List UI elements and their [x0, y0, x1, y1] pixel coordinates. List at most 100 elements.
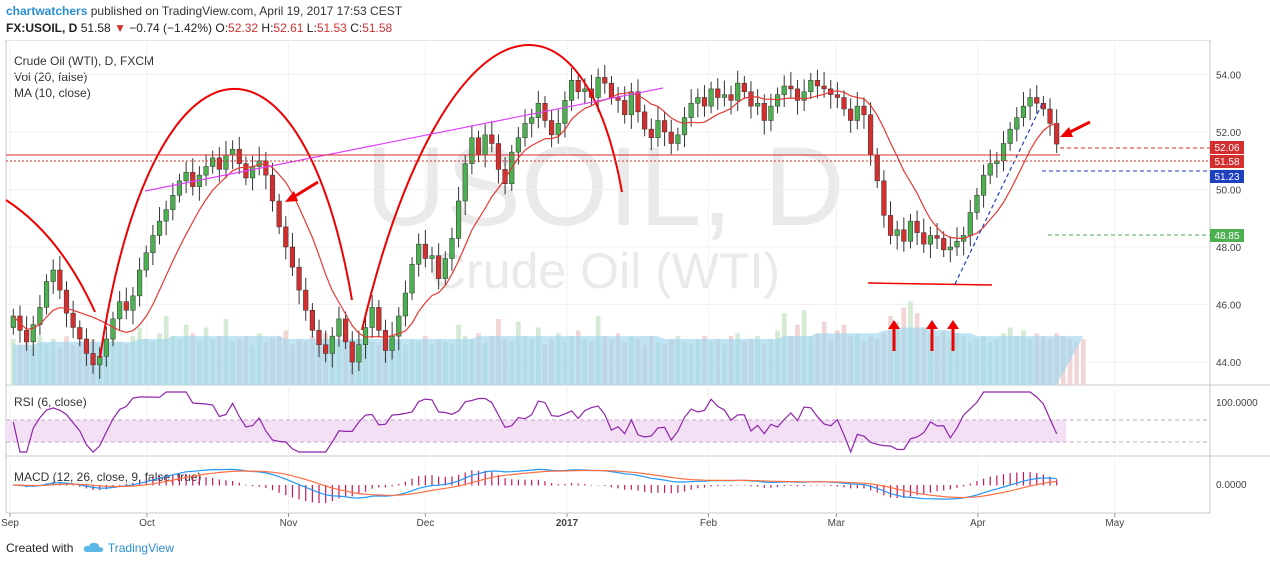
svg-text:48.85: 48.85 — [1214, 231, 1239, 242]
candle-body — [396, 315, 402, 337]
time-tick-label: Oct — [139, 518, 155, 529]
candle-body — [323, 344, 329, 354]
candles — [10, 65, 1060, 379]
close-value: 51.58 — [362, 21, 393, 35]
candle-body — [482, 134, 488, 156]
last-price: 51.58 — [80, 21, 111, 35]
candle-body — [708, 88, 714, 107]
svg-text:51.58: 51.58 — [1214, 157, 1239, 168]
price-change: −0.74 (−1.42%) — [129, 21, 213, 35]
rsi-label[interactable]: RSI (6, close) — [14, 395, 87, 409]
volume-bar — [1074, 341, 1079, 385]
candle-body — [655, 120, 661, 138]
candle-body — [549, 120, 555, 136]
candle-body — [981, 174, 987, 196]
time-tick-label: Dec — [417, 518, 435, 529]
candle-body — [881, 180, 887, 216]
candle-body — [934, 235, 940, 239]
volume-bars — [10, 301, 1086, 385]
candle-body — [841, 97, 847, 110]
time-tick-label: Apr — [970, 518, 986, 529]
author-link[interactable]: chartwatchers — [6, 4, 88, 18]
candle-body — [376, 307, 382, 331]
candle-body — [449, 238, 455, 259]
candle-body — [887, 215, 894, 236]
candle-body — [1020, 105, 1027, 118]
candle-body — [1027, 97, 1033, 107]
time-tick-label: Feb — [700, 518, 718, 529]
chart-area[interactable]: USOIL, D Crude Oil (WTI) Crude Oil (WTI)… — [0, 40, 1270, 530]
candle-body — [794, 88, 801, 101]
trendline — [144, 87, 664, 192]
time-axis[interactable]: Sep Oct Nov Dec 2017 Feb Mar Apr May — [1, 513, 1124, 529]
candle-body — [489, 134, 495, 144]
macd-label[interactable]: MACD (12, 26, close, 9, false, true) — [14, 470, 201, 484]
candle-body — [947, 246, 953, 251]
candle-body — [249, 166, 256, 179]
candle-body — [668, 131, 674, 144]
candle-body — [568, 80, 575, 101]
candle-body — [921, 232, 927, 245]
time-tick-label: Sep — [1, 518, 19, 529]
candle-body — [43, 281, 50, 308]
candle-body — [974, 195, 980, 213]
candle-body — [382, 330, 389, 351]
candle-body — [808, 80, 814, 92]
time-tick-label: Nov — [280, 518, 298, 529]
candle-body — [442, 258, 448, 279]
candle-body — [103, 338, 109, 357]
candle-body — [456, 200, 462, 239]
candle-body — [755, 103, 761, 107]
candle-body — [289, 246, 296, 268]
candle-body — [954, 241, 960, 248]
volume-bar — [1067, 339, 1073, 385]
candle-body — [190, 172, 196, 187]
price-label-51-23: 51.23 — [1210, 170, 1244, 183]
candle-body — [1034, 97, 1040, 104]
candle-body — [283, 226, 289, 248]
price-axis[interactable]: 54.00 52.00 50.00 48.00 46.00 44.00 — [1216, 71, 1241, 370]
high-value: 52.61 — [273, 21, 304, 35]
arrow-up-1 — [888, 320, 900, 351]
candle-body — [462, 163, 468, 202]
open-label: O: — [215, 21, 229, 35]
candle-body — [30, 324, 36, 343]
legend-ma[interactable]: MA (10, close) — [14, 86, 91, 100]
candle-body — [143, 252, 149, 271]
candle-body — [156, 220, 163, 236]
candle-body — [874, 154, 880, 182]
legend-volume[interactable]: Vol (20, false) — [14, 70, 87, 84]
candle-body — [575, 80, 581, 92]
tradingview-link[interactable]: TradingView — [107, 541, 174, 555]
candle-body — [615, 97, 621, 101]
candle-body — [848, 108, 854, 121]
candle-body — [77, 327, 83, 340]
volume-bar — [1080, 339, 1086, 385]
head-arc-dec — [361, 44, 623, 331]
candle-body — [422, 243, 428, 259]
candle-body — [409, 264, 415, 294]
rsi-line — [12, 391, 1058, 454]
candle-body — [137, 269, 143, 297]
watermark-symbol: USOIL, D — [365, 124, 844, 249]
candle-body — [987, 163, 993, 176]
legend-main[interactable]: Crude Oil (WTI), D, FXCM — [14, 54, 154, 68]
macd-signal-line — [13, 469, 1057, 499]
candle-body — [608, 82, 614, 98]
time-tick-label: Mar — [828, 518, 846, 529]
candle-body — [515, 137, 521, 153]
candle-body — [648, 128, 654, 138]
candle-body — [123, 301, 129, 311]
candle-body — [389, 335, 395, 351]
created-with-text: Created with — [6, 541, 74, 555]
candle-body — [834, 94, 840, 98]
candle-body — [642, 111, 648, 130]
candle-body — [675, 134, 681, 144]
candle-body — [788, 85, 794, 90]
price-label-48-85: 48.85 — [1210, 229, 1244, 242]
candle-body — [230, 149, 236, 156]
price-tick-label: 46.00 — [1216, 301, 1241, 312]
arrow-up-2 — [926, 320, 938, 351]
watermark-name: Crude Oil (WTI) — [430, 243, 780, 299]
candle-body — [369, 307, 375, 328]
